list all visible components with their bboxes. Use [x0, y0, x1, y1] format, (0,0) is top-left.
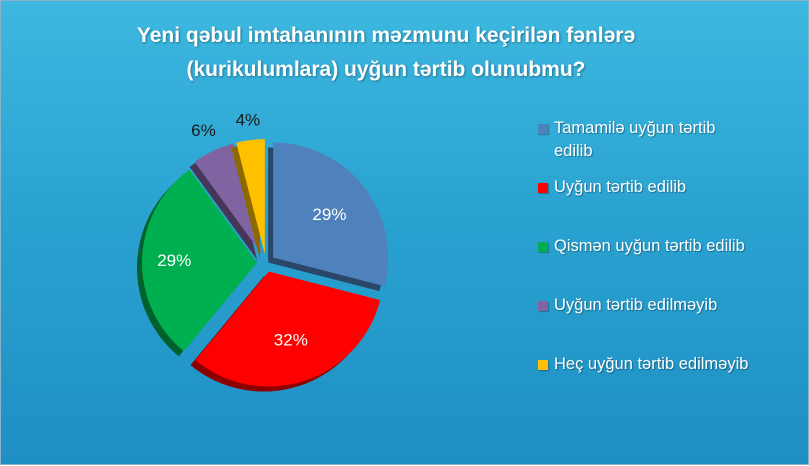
pie-slice-qismen — [142, 169, 258, 352]
pie-slice-tamamile — [273, 142, 389, 287]
legend-label-edilmeyib: Uyğun tərtib edilməyib — [554, 296, 718, 314]
data-label-qismen: 29% — [157, 251, 191, 270]
chart-title-line-2: (kurikulumlara) uyğun tərtib olunubmu? — [186, 58, 586, 81]
legend-label-tamamile-line-1: Tamamilə uyğun tərtib — [554, 119, 716, 137]
pie-slice-edilmeyib — [194, 143, 263, 255]
legend-swatch-qismen — [538, 242, 548, 252]
legend-swatch-tamamile — [538, 124, 548, 134]
legend-item-uygun: Uyğun tərtib edilib — [538, 176, 798, 199]
pie-slice-hec — [236, 139, 265, 255]
data-label-edilmeyib: 6% — [191, 121, 216, 140]
legend-label-qismen: Qismən uyğun tərtib edilib — [554, 237, 745, 255]
chart-title: Yeni qəbul imtahanının məzmunu keçirilən… — [61, 19, 711, 87]
legend-swatch-uygun — [538, 183, 548, 193]
legend-label-uygun: Uyğun tərtib edilib — [554, 178, 687, 196]
legend-item-edilmeyib: Uyğun tərtib edilməyib — [538, 294, 798, 317]
legend-label-tamamile-line-2: edilib — [554, 142, 593, 160]
data-label-tamamile: 29% — [312, 205, 346, 224]
legend: Tamamilə uyğun tərtib edilib Uyğun tərti… — [538, 117, 798, 376]
legend-item-qismen: Qismən uyğun tərtib edilib — [538, 235, 798, 258]
pie-slice-uygun — [195, 271, 381, 387]
legend-item-hec: Heç uyğun tərtib edilməyib — [538, 353, 798, 376]
legend-swatch-edilmeyib — [538, 301, 548, 311]
legend-label-hec: Heç uyğun tərtib edilməyib — [554, 355, 749, 373]
chart-title-line-1: Yeni qəbul imtahanının məzmunu keçirilən… — [136, 24, 636, 47]
legend-item-tamamile: Tamamilə uyğun tərtib edilib — [538, 117, 798, 163]
legend-swatch-hec — [538, 360, 548, 370]
data-label-hec: 4% — [236, 110, 261, 129]
data-label-uygun: 32% — [274, 330, 308, 349]
